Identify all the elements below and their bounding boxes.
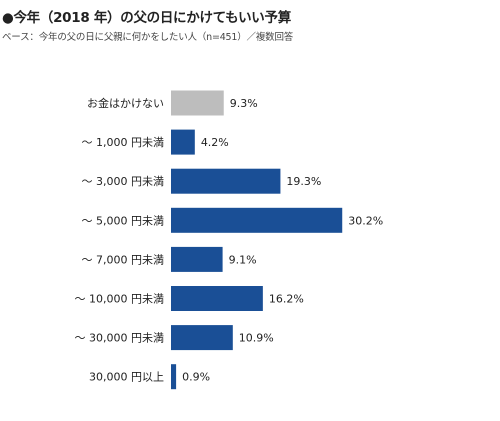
category-label: お金はかけない xyxy=(87,96,164,110)
value-label: 10.9% xyxy=(239,332,274,345)
category-label: ～ 10,000 円未満 xyxy=(75,293,164,306)
bar xyxy=(171,168,281,194)
category-label: ～ 5,000 円未満 xyxy=(82,214,164,227)
bar xyxy=(171,207,343,233)
value-label: 30.2% xyxy=(348,214,383,227)
bar xyxy=(171,129,195,155)
bar xyxy=(171,246,223,272)
bar xyxy=(171,90,224,116)
bar xyxy=(171,325,233,351)
category-label: ～ 1,000 円未満 xyxy=(82,136,164,149)
chart-title: ●今年（2018 年）の父の日にかけてもいい予算 xyxy=(2,10,291,26)
bar xyxy=(171,286,263,311)
category-label: 30,000 円以上 xyxy=(89,371,164,384)
chart-subtitle: ベース：今年の父の日に父親に何かをしたい人（n=451）／複数回答 xyxy=(2,32,294,43)
value-label: 9.3% xyxy=(230,97,258,110)
value-label: 4.2% xyxy=(201,136,229,149)
category-label: ～ 7,000 円未満 xyxy=(82,253,164,266)
value-label: 19.3% xyxy=(286,175,321,188)
value-label: 16.2% xyxy=(269,293,304,306)
value-label: 0.9% xyxy=(182,371,210,384)
bar xyxy=(171,364,177,390)
value-label: 9.1% xyxy=(229,253,257,266)
category-label: ～ 30,000 円未満 xyxy=(75,332,164,345)
category-label: ～ 3,000 円未満 xyxy=(82,175,164,188)
